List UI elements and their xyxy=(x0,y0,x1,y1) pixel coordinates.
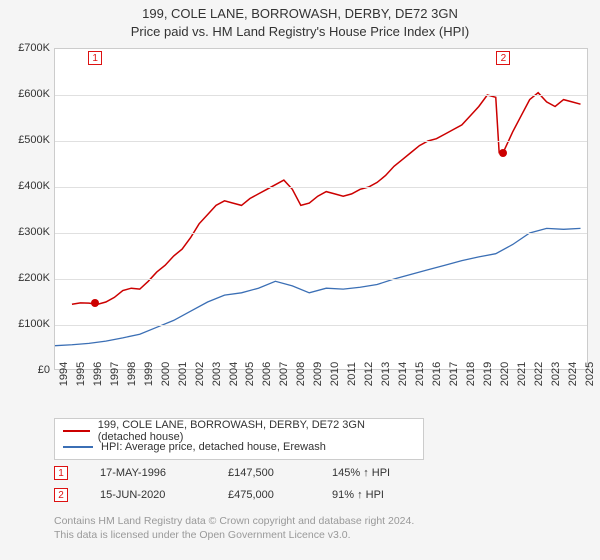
chart-lines xyxy=(55,49,589,371)
x-tick-label: 2002 xyxy=(194,362,206,386)
legend-swatch xyxy=(63,446,93,448)
datapoint-marker: 2 xyxy=(54,488,68,502)
legend-swatch xyxy=(63,430,90,432)
datapoint-pct: 91% ↑ HPI xyxy=(332,489,428,501)
datapoint-price: £475,000 xyxy=(228,489,300,501)
y-tick-label: £400K xyxy=(2,180,50,192)
x-tick-label: 2008 xyxy=(295,362,307,386)
chart-dot-2 xyxy=(499,149,507,157)
x-tick-label: 2000 xyxy=(160,362,172,386)
footer-line-2: This data is licensed under the Open Gov… xyxy=(54,528,574,542)
chart-title: 199, COLE LANE, BORROWASH, DERBY, DE72 3… xyxy=(0,6,600,21)
series-line-property xyxy=(72,93,581,305)
x-tick-label: 2004 xyxy=(228,362,240,386)
y-tick-label: £100K xyxy=(2,318,50,330)
chart-marker-1: 1 xyxy=(88,51,102,65)
datapoint-pct: 145% ↑ HPI xyxy=(332,467,428,479)
gridline xyxy=(55,233,587,234)
legend-label: HPI: Average price, detached house, Erew… xyxy=(101,441,326,453)
x-tick-label: 2015 xyxy=(414,362,426,386)
x-tick-label: 2018 xyxy=(465,362,477,386)
x-tick-label: 2009 xyxy=(312,362,324,386)
y-tick-label: £500K xyxy=(2,134,50,146)
chart-marker-2: 2 xyxy=(496,51,510,65)
legend-item: 199, COLE LANE, BORROWASH, DERBY, DE72 3… xyxy=(63,423,415,439)
footer-note: Contains HM Land Registry data © Crown c… xyxy=(54,514,574,542)
x-tick-label: 2007 xyxy=(278,362,290,386)
datapoint-date: 17-MAY-1996 xyxy=(100,467,196,479)
x-tick-label: 2001 xyxy=(177,362,189,386)
datapoint-table: 1 17-MAY-1996 £147,500 145% ↑ HPI 2 15-JUN-20… xyxy=(54,462,428,506)
x-tick-label: 2011 xyxy=(346,362,358,386)
x-tick-label: 1994 xyxy=(58,362,70,386)
y-tick-label: £200K xyxy=(2,272,50,284)
datapoint-price: £147,500 xyxy=(228,467,300,479)
y-tick-label: £0 xyxy=(2,364,50,376)
x-tick-label: 2010 xyxy=(329,362,341,386)
x-tick-label: 2019 xyxy=(482,362,494,386)
datapoint-row: 2 15-JUN-2020 £475,000 91% ↑ HPI xyxy=(54,484,428,506)
gridline xyxy=(55,325,587,326)
datapoint-marker: 1 xyxy=(54,466,68,480)
chart-container: 199, COLE LANE, BORROWASH, DERBY, DE72 3… xyxy=(0,0,600,560)
x-tick-label: 2022 xyxy=(533,362,545,386)
footer-line-1: Contains HM Land Registry data © Crown c… xyxy=(54,514,574,528)
x-tick-label: 2016 xyxy=(431,362,443,386)
gridline xyxy=(55,141,587,142)
x-tick-label: 1997 xyxy=(109,362,121,386)
x-tick-label: 2021 xyxy=(516,362,528,386)
x-tick-label: 2014 xyxy=(397,362,409,386)
gridline xyxy=(55,187,587,188)
series-line-hpi xyxy=(55,228,581,345)
x-tick-label: 2025 xyxy=(584,362,596,386)
y-tick-label: £600K xyxy=(2,88,50,100)
x-tick-label: 1999 xyxy=(143,362,155,386)
y-tick-label: £700K xyxy=(2,42,50,54)
datapoint-row: 1 17-MAY-1996 £147,500 145% ↑ HPI xyxy=(54,462,428,484)
gridline xyxy=(55,279,587,280)
x-tick-label: 2005 xyxy=(244,362,256,386)
x-tick-label: 2023 xyxy=(550,362,562,386)
datapoint-date: 15-JUN-2020 xyxy=(100,489,196,501)
y-tick-label: £300K xyxy=(2,226,50,238)
x-tick-label: 1998 xyxy=(126,362,138,386)
legend-label: 199, COLE LANE, BORROWASH, DERBY, DE72 3… xyxy=(98,419,415,443)
x-tick-label: 2017 xyxy=(448,362,460,386)
x-tick-label: 2006 xyxy=(261,362,273,386)
x-tick-label: 2020 xyxy=(499,362,511,386)
x-tick-label: 1996 xyxy=(92,362,104,386)
chart-dot-1 xyxy=(91,299,99,307)
plot-area: 12 xyxy=(54,48,588,370)
legend: 199, COLE LANE, BORROWASH, DERBY, DE72 3… xyxy=(54,418,424,460)
x-tick-label: 2012 xyxy=(363,362,375,386)
x-tick-label: 2003 xyxy=(211,362,223,386)
chart-subtitle: Price paid vs. HM Land Registry's House … xyxy=(0,24,600,39)
gridline xyxy=(55,95,587,96)
x-tick-label: 2013 xyxy=(380,362,392,386)
x-tick-label: 1995 xyxy=(75,362,87,386)
x-tick-label: 2024 xyxy=(567,362,579,386)
